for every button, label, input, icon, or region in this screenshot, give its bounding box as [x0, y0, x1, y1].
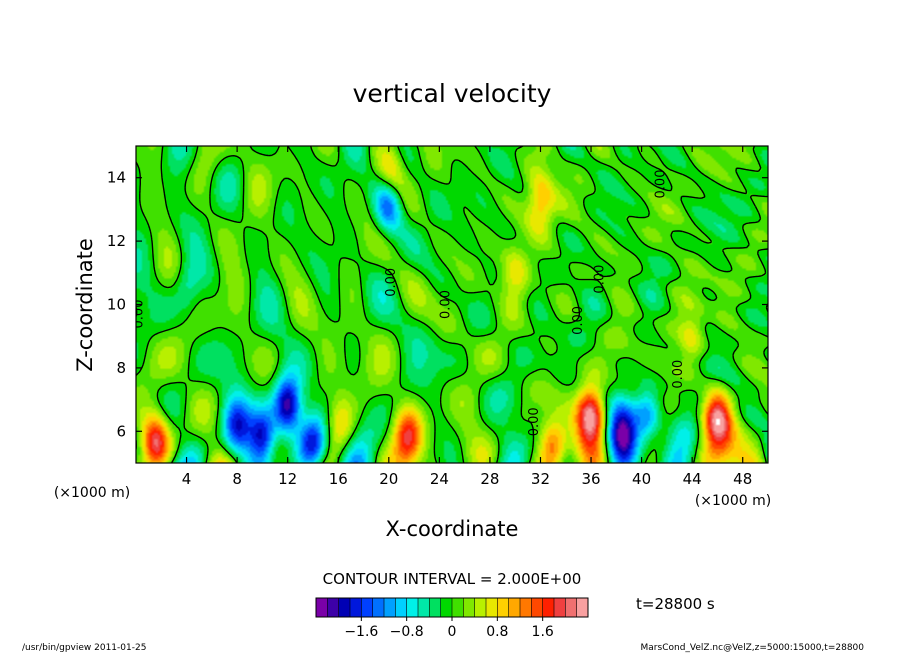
time-label: t=28800 s [636, 595, 715, 613]
contour-label: 0.00 [593, 265, 608, 294]
colorbar-tick-label: 0.8 [486, 624, 508, 640]
footer-left: /usr/bin/gpview 2011-01-25 [22, 643, 146, 653]
contour-label: 0.00 [671, 360, 686, 389]
x-tick-label: 40 [632, 470, 651, 488]
colorbar-tick-label: −1.6 [344, 624, 378, 640]
x-tick-label: 4 [182, 470, 192, 488]
colorbar-swatch [520, 598, 532, 617]
colorbar-swatch [361, 598, 373, 617]
colorbar-swatch [463, 598, 475, 617]
zero-contour-line [136, 146, 768, 463]
x-axis: 4 8 12 16 20 24 28 32 36 40 44 48 [182, 146, 752, 488]
x-tick-label: 36 [581, 470, 600, 488]
x-tick-label: 28 [480, 470, 499, 488]
colorbar-swatch [327, 598, 339, 617]
contour-label: 0.00 [571, 306, 586, 335]
colorbar-swatch [531, 598, 543, 617]
contour-label: 0.00 [527, 407, 542, 436]
contour-labels: 0.00 0.00 0.00 0.00 0.00 0.00 0.00 0.00 [131, 170, 686, 437]
colorbar-swatch [565, 598, 577, 617]
y-tick-label: 14 [107, 169, 126, 187]
colorbar-swatch [542, 598, 555, 617]
y-tick-label: 10 [107, 296, 126, 314]
colorbar-swatch [474, 598, 487, 617]
x-tick-label: 48 [733, 470, 752, 488]
y-axis: 6 8 10 12 14 [107, 169, 768, 440]
colorbar-swatch [372, 598, 385, 617]
colorbar-swatch [497, 598, 509, 617]
x-unit-left: (×1000 m) [54, 485, 130, 501]
x-tick-label: 44 [683, 470, 702, 488]
y-axis-label: Z-coordinate [73, 238, 97, 372]
x-axis-label: X-coordinate [386, 517, 519, 541]
x-tick-label: 24 [430, 470, 449, 488]
x-tick-label: 12 [278, 470, 297, 488]
contour-label: 0.00 [439, 290, 454, 319]
contour-interval: CONTOUR INTERVAL = 2.000E+00 [323, 570, 582, 588]
colorbar-swatch [384, 598, 396, 617]
colorbar: −1.6 −0.8 0 0.8 1.6 [315, 597, 589, 640]
colorbar-swatch [338, 598, 351, 617]
x-tick-label: 32 [531, 470, 550, 488]
colorbar-swatch [452, 598, 464, 617]
colorbar-swatch [418, 598, 430, 617]
x-tick-label: 20 [379, 470, 398, 488]
colorbar-swatch [508, 598, 521, 617]
colorbar-swatch [316, 598, 328, 617]
contour-lines [136, 146, 768, 463]
colorbar-swatch [576, 598, 589, 617]
colorbar-swatch [486, 598, 498, 617]
chart-title: vertical velocity [353, 79, 552, 108]
heatmap-field [136, 146, 768, 463]
colorbar-swatch [554, 598, 566, 617]
y-tick-label: 6 [116, 422, 126, 440]
plot-area: 0.00 0.00 0.00 0.00 0.00 0.00 0.00 0.00 [131, 145, 769, 464]
footer-right: MarsCond_VelZ.nc@VelZ,z=5000:15000,t=288… [641, 643, 865, 653]
colorbar-swatch [429, 598, 441, 617]
contour-label: 0.00 [384, 268, 399, 297]
colorbar-tick-label: 1.6 [532, 624, 554, 640]
contour-label: 0.00 [131, 300, 146, 329]
colorbar-swatch [350, 598, 362, 617]
y-tick-label: 12 [107, 232, 126, 250]
colorbar-tick-label: −0.8 [390, 624, 424, 640]
x-tick-label: 16 [329, 470, 348, 488]
x-tick-label: 8 [232, 470, 242, 488]
colorbar-swatch [395, 598, 407, 617]
colorbar-swatch [440, 598, 453, 617]
x-unit-right: (×1000 m) [695, 493, 771, 509]
colorbar-swatch [406, 598, 419, 617]
y-tick-label: 8 [116, 359, 126, 377]
colorbar-tick-label: 0 [448, 624, 457, 640]
contour-label: 0.00 [653, 170, 668, 199]
